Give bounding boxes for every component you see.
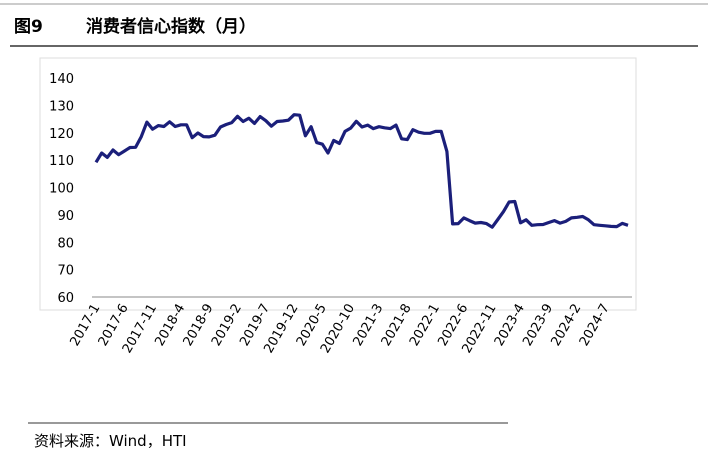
y-tick-label: 140 bbox=[49, 72, 74, 87]
chart-title: 消费者信心指数（月） bbox=[86, 16, 256, 37]
y-tick-label: 130 bbox=[49, 99, 74, 114]
source: 资料来源：Wind，HTI bbox=[34, 432, 187, 450]
y-tick-label: 60 bbox=[57, 291, 74, 306]
figure-label: 图9 bbox=[14, 17, 43, 37]
y-tick-label: 120 bbox=[49, 127, 74, 142]
y-tick-label: 80 bbox=[57, 236, 74, 251]
y-tick-label: 90 bbox=[57, 209, 74, 224]
y-tick-label: 70 bbox=[57, 264, 74, 279]
line-series bbox=[94, 113, 629, 229]
y-tick-label: 110 bbox=[49, 154, 74, 169]
plot-frame bbox=[39, 57, 637, 311]
y-tick-label: 100 bbox=[49, 182, 74, 197]
